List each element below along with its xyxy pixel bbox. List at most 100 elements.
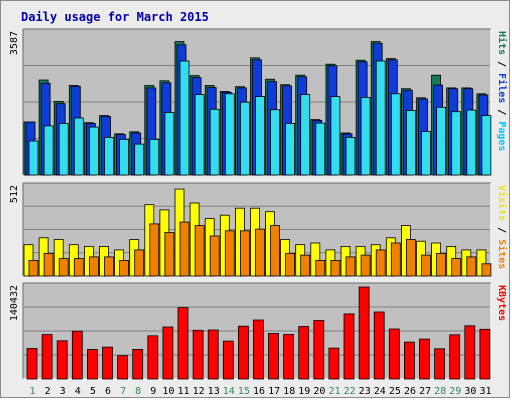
bar-pages: [194, 94, 205, 176]
x-tick-label: 28: [434, 386, 446, 397]
bar-pages: [405, 110, 416, 176]
bar-visits: [476, 249, 487, 277]
chart-title: Daily usage for March 2015: [21, 10, 209, 24]
y-max-label: 3587: [9, 31, 20, 55]
bar-kbytes: [419, 338, 430, 380]
y-max-label: 512: [9, 185, 20, 203]
bar-kbytes: [403, 341, 415, 380]
bar-kbytes: [102, 346, 113, 380]
series-axis-labels: KBytes: [496, 285, 507, 321]
series-label-separator: /: [496, 221, 507, 239]
bar-sites: [164, 232, 175, 277]
bar-pages: [28, 140, 39, 176]
bar-pages: [239, 101, 250, 176]
x-tick-label: 1: [29, 386, 35, 397]
x-tick-label: 9: [150, 386, 156, 397]
bar-kbytes: [222, 340, 234, 380]
bar-kbytes: [117, 355, 128, 380]
x-tick-label: 23: [359, 386, 371, 397]
bar-pages: [390, 93, 401, 176]
bar-pages: [255, 96, 265, 176]
series-label: Sites: [496, 239, 508, 269]
x-tick-label: 13: [208, 386, 220, 397]
bar-kbytes: [237, 325, 249, 380]
bar-kbytes: [434, 348, 446, 380]
bar-kbytes: [283, 334, 295, 380]
bar-sites: [58, 258, 69, 277]
bar-sites: [330, 259, 341, 277]
bar-sites: [194, 225, 205, 277]
bar-kbytes: [41, 334, 53, 380]
bar-pages: [466, 109, 477, 176]
bar-pages: [375, 60, 386, 176]
x-tick-label: 3: [60, 386, 66, 397]
bar-sites: [360, 254, 371, 277]
bar-sites: [315, 259, 326, 277]
panel-middle: 512 Visits / Sites: [9, 182, 508, 277]
bar-pages: [436, 106, 447, 176]
bar-sites: [28, 259, 39, 277]
x-tick-label: 7: [120, 386, 126, 397]
bar-sites: [405, 239, 416, 277]
bar-sites: [300, 254, 311, 277]
series-axis-labels: Visits / Sites: [496, 185, 508, 269]
bar-sites: [43, 252, 54, 277]
bar-kbytes: [298, 326, 310, 380]
bar-kbytes: [71, 330, 83, 380]
panel-top: 3587 Hits / Files / Pages: [9, 28, 508, 176]
bar-kbytes: [313, 320, 325, 380]
series-label: Hits: [496, 31, 508, 55]
bar-kbytes: [388, 328, 400, 380]
bar-pages: [164, 112, 175, 176]
y-max-label: 140432: [9, 285, 20, 321]
bar-sites: [89, 256, 99, 277]
bar-kbytes: [449, 334, 461, 380]
bar-kbytes: [132, 348, 144, 380]
bar-sites: [239, 230, 250, 277]
series-label: Files: [496, 73, 508, 103]
bar-pages: [315, 122, 326, 176]
bar-sites: [255, 228, 265, 277]
bar-sites: [436, 252, 447, 277]
bar-kbytes: [253, 319, 264, 380]
bar-sites: [285, 252, 296, 277]
bar-sites: [119, 259, 129, 277]
bar-pages: [179, 60, 190, 176]
bar-pages: [285, 123, 296, 176]
bar-sites: [375, 249, 386, 277]
bar-sites: [209, 235, 220, 277]
x-tick-label: 17: [268, 386, 280, 397]
x-tick-label: 29: [449, 386, 461, 397]
bar-pages: [360, 97, 371, 176]
bar-pages: [300, 94, 311, 176]
bar-visits: [310, 242, 321, 277]
series-label: KBytes: [496, 285, 507, 321]
bar-sites: [104, 256, 114, 277]
bar-pages: [104, 136, 114, 176]
series-label: Pages: [496, 121, 507, 151]
bar-kbytes: [177, 307, 189, 380]
series-axis-labels: Hits / Files / Pages: [496, 31, 508, 151]
x-tick-label: 2: [45, 386, 51, 397]
series-label-separator: /: [496, 103, 507, 121]
x-tick-label: 24: [374, 386, 386, 397]
bar-kbytes: [479, 328, 491, 380]
x-tick-label: 4: [75, 386, 81, 397]
x-tick-label: 16: [253, 386, 265, 397]
bar-visits: [53, 239, 64, 277]
x-tick-label: 27: [419, 386, 431, 397]
bar-sites: [390, 242, 401, 277]
bar-kbytes: [56, 340, 68, 380]
bar-kbytes: [162, 326, 174, 380]
bar-sites: [149, 223, 160, 277]
bar-kbytes: [87, 349, 98, 380]
x-tick-label: 12: [193, 386, 205, 397]
x-tick-label: 22: [344, 386, 356, 397]
bar-kbytes: [328, 347, 340, 380]
x-tick-label: 31: [479, 386, 491, 397]
bar-pages: [58, 123, 69, 176]
bar-sites: [451, 258, 462, 277]
x-tick-label: 10: [162, 386, 174, 397]
bar-sites: [421, 254, 431, 277]
bar-kbytes: [358, 286, 370, 380]
